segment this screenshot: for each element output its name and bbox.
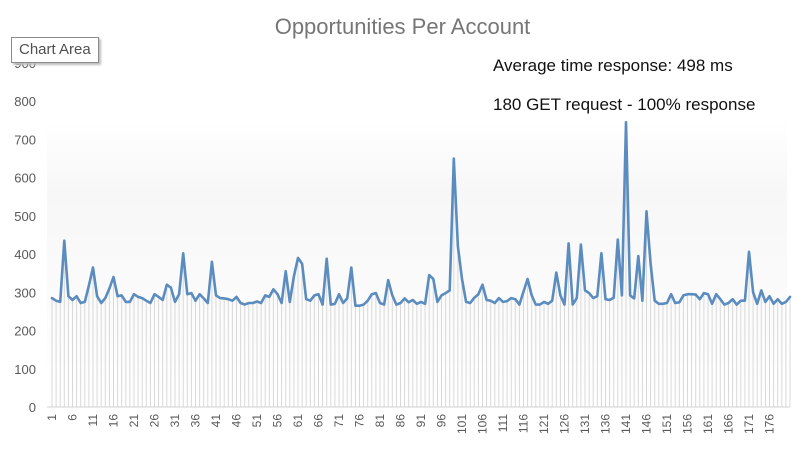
x-axis: 1 6 11 16 21 26 31 36 41 46 51 56 61 66 71 76 81 86 91 96 10… bbox=[45, 414, 777, 434]
x-tick-label: 61 bbox=[291, 414, 305, 428]
x-tick-label: 36 bbox=[189, 414, 203, 428]
x-tick-label: 171 bbox=[742, 414, 756, 434]
request-count-text: 180 GET request - 100% response bbox=[493, 95, 756, 114]
x-tick-label: 26 bbox=[148, 414, 162, 428]
x-tick-label: 51 bbox=[250, 414, 264, 428]
x-tick-label: 86 bbox=[394, 414, 408, 428]
y-tick-label: 500 bbox=[14, 209, 36, 224]
x-tick-label: 11 bbox=[86, 414, 100, 427]
x-tick-label: 81 bbox=[373, 414, 387, 428]
x-tick-label: 16 bbox=[107, 414, 121, 428]
x-tick-label: 1 bbox=[45, 414, 59, 421]
y-tick-label: 800 bbox=[14, 94, 36, 109]
x-tick-label: 96 bbox=[435, 414, 449, 428]
chart-title: Opportunities Per Account bbox=[274, 14, 531, 39]
x-tick-label: 126 bbox=[558, 414, 572, 434]
average-response-text: Average time response: 498 ms bbox=[493, 56, 733, 75]
x-tick-label: 66 bbox=[312, 414, 326, 428]
x-tick-label: 111 bbox=[496, 414, 510, 433]
y-tick-label: 200 bbox=[14, 324, 36, 339]
x-tick-label: 101 bbox=[455, 414, 469, 434]
x-tick-label: 56 bbox=[271, 414, 285, 428]
drop-lines bbox=[51, 122, 791, 407]
x-tick-label: 6 bbox=[66, 414, 80, 421]
x-tick-label: 71 bbox=[332, 414, 346, 428]
x-tick-label: 91 bbox=[414, 414, 428, 428]
x-tick-label: 21 bbox=[127, 414, 141, 428]
x-tick-label: 156 bbox=[681, 414, 695, 434]
y-tick-label: 300 bbox=[14, 285, 36, 300]
y-tick-label: 100 bbox=[14, 362, 36, 377]
x-tick-label: 176 bbox=[763, 414, 777, 434]
x-tick-label: 166 bbox=[722, 414, 736, 434]
x-tick-label: 121 bbox=[537, 414, 551, 434]
y-tick-label: 700 bbox=[14, 132, 36, 147]
x-tick-label: 116 bbox=[517, 414, 531, 433]
x-tick-label: 136 bbox=[599, 414, 613, 434]
x-tick-label: 41 bbox=[209, 414, 223, 428]
x-tick-label: 31 bbox=[168, 414, 182, 428]
x-tick-label: 76 bbox=[353, 414, 367, 428]
x-tick-label: 141 bbox=[619, 414, 633, 434]
chart-area-tooltip: Chart Area bbox=[11, 37, 99, 63]
x-tick-label: 131 bbox=[578, 414, 592, 434]
x-tick-label: 161 bbox=[701, 414, 715, 434]
x-tick-label: 106 bbox=[476, 414, 490, 434]
series-line bbox=[50, 120, 792, 307]
x-tick-label: 151 bbox=[660, 414, 674, 434]
y-tick-label: 0 bbox=[29, 400, 36, 415]
x-tick-label: 46 bbox=[230, 414, 244, 428]
x-tick-label: 146 bbox=[640, 414, 654, 434]
y-tick-label: 400 bbox=[14, 247, 36, 262]
y-tick-label: 600 bbox=[14, 171, 36, 186]
